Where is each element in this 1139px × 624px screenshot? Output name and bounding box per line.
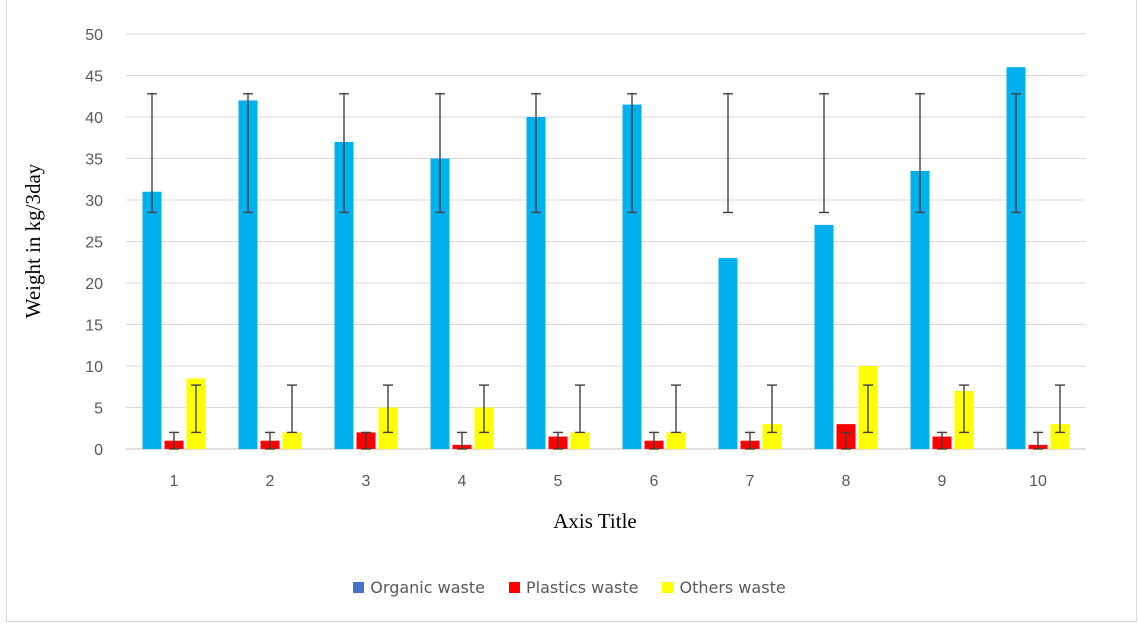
bar-organic-waste (718, 258, 738, 449)
bar-organic-waste (910, 170, 930, 449)
bar-others-waste (570, 432, 590, 449)
y-tick-label: 0 (94, 442, 103, 459)
legend-item: Organic waste (353, 578, 485, 597)
bar-organic-waste (622, 104, 642, 450)
y-tick-label: 20 (85, 276, 103, 293)
chart-frame (6, 0, 1137, 622)
x-tick-label: 8 (842, 473, 851, 490)
legend-label: Organic waste (370, 578, 485, 597)
y-tick-label: 40 (85, 110, 103, 127)
bar-others-waste (282, 432, 302, 449)
gridlines (126, 33, 1086, 450)
y-tick-label: 50 (85, 27, 103, 44)
y-tick-label: 25 (85, 235, 103, 252)
x-axis-title: Axis Title (553, 509, 636, 533)
legend-swatch (662, 582, 674, 593)
y-tick-labels: 0 5 10 15 20 25 30 35 40 45 50 (85, 27, 103, 459)
bar-organic-waste (526, 117, 546, 449)
bar-organic-waste (430, 158, 450, 449)
y-tick-label: 10 (85, 359, 103, 376)
x-tick-label: 9 (938, 473, 947, 490)
x-tick-label: 2 (266, 473, 275, 490)
y-tick-label: 15 (85, 318, 103, 335)
bar-others-waste (1050, 424, 1070, 449)
x-tick-label: 4 (458, 473, 467, 490)
legend-label: Others waste (679, 578, 786, 597)
legend-item: Others waste (662, 578, 786, 597)
bar-organic-waste (1006, 67, 1026, 449)
bar-others-waste (762, 424, 782, 449)
x-tick-label: 6 (650, 473, 659, 490)
x-tick-label: 7 (746, 473, 755, 490)
legend-swatch (353, 582, 365, 593)
x-tick-labels: 1 2 3 4 5 6 7 8 9 10 (170, 473, 1047, 490)
bar-organic-waste (142, 191, 162, 449)
error-bars (147, 93, 1065, 450)
x-tick-label: 1 (170, 473, 179, 490)
bars (142, 67, 1070, 450)
legend-label: Plastics waste (525, 578, 639, 597)
y-tick-label: 30 (85, 193, 103, 210)
bar-organic-waste (238, 100, 258, 450)
bar-others-waste (666, 432, 686, 449)
legend: Organic waste Plastics waste Others waste (0, 578, 1139, 597)
y-tick-label: 35 (85, 152, 103, 169)
bar-organic-waste (334, 141, 354, 449)
y-tick-label: 45 (85, 69, 103, 86)
y-tick-label: 5 (94, 401, 103, 418)
legend-swatch (508, 582, 520, 593)
y-axis-title: Weight in kg/3day (21, 163, 45, 318)
legend-item: Plastics waste (508, 578, 639, 597)
x-tick-label: 10 (1029, 473, 1047, 490)
x-tick-label: 3 (362, 473, 371, 490)
bar-organic-waste (814, 224, 834, 449)
x-tick-label: 5 (554, 473, 563, 490)
